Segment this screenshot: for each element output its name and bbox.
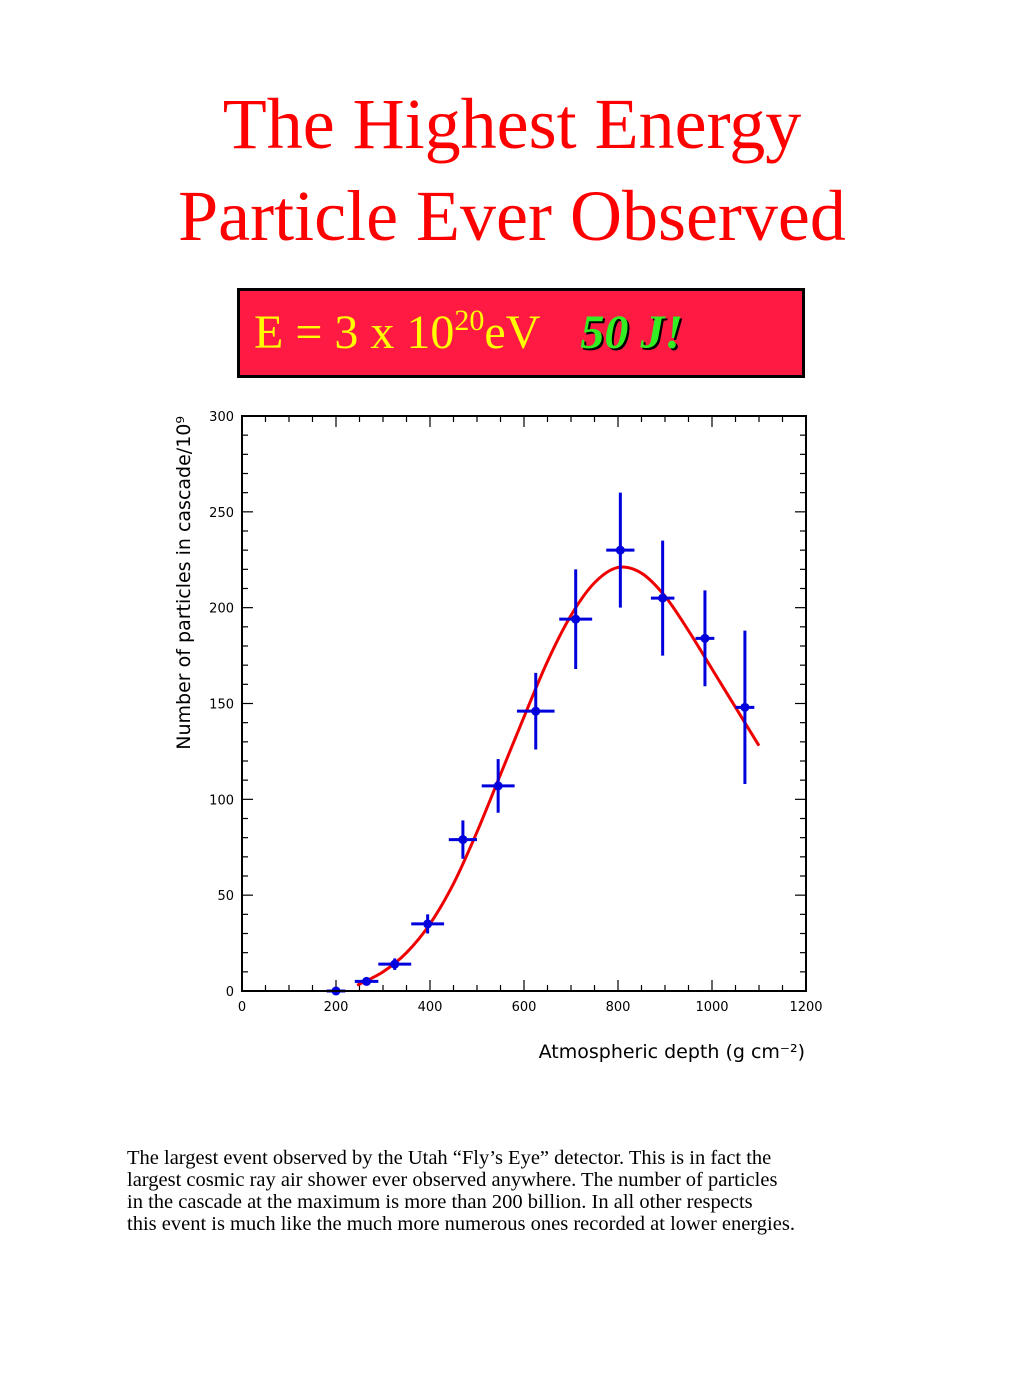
data-point xyxy=(354,976,379,986)
point-marker xyxy=(571,614,581,624)
x-tick-label: 1200 xyxy=(789,1000,822,1015)
caption-line-2: largest cosmic ray air shower ever obser… xyxy=(127,1169,778,1191)
data-point xyxy=(735,630,755,784)
energy-exponent: 20 xyxy=(454,304,485,337)
page-title: The Highest Energy Particle Ever Observe… xyxy=(0,78,1024,262)
data-point xyxy=(481,759,515,813)
point-marker xyxy=(658,593,668,603)
energy-unit: eV xyxy=(484,306,541,359)
energy-joules: 50 J! xyxy=(580,306,684,359)
x-tick-label: 0 xyxy=(238,1000,246,1015)
x-tick-label: 800 xyxy=(606,1000,631,1015)
point-marker xyxy=(700,633,710,643)
point-marker xyxy=(423,919,433,929)
y-tick-label: 200 xyxy=(209,602,234,617)
point-marker xyxy=(531,706,541,716)
shower-profile-chart: 0 200 400 600 800 1000 1200050100150200250300 … xyxy=(173,410,823,1063)
y-tick-label: 150 xyxy=(209,698,234,713)
y-tick-label: 100 xyxy=(209,793,234,808)
y-tick-label: 0 xyxy=(226,985,234,1000)
caption-line-1: The largest event observed by the Utah “… xyxy=(127,1147,772,1169)
figure-caption: The largest event observed by the Utah “… xyxy=(127,1147,927,1235)
point-marker xyxy=(390,959,400,969)
x-tick-label: 200 xyxy=(324,1000,349,1015)
point-marker xyxy=(615,545,625,555)
point-marker xyxy=(740,702,750,712)
energy-prefix: E = 3 x 10 xyxy=(254,306,455,359)
title-line-1: The Highest Energy xyxy=(222,84,802,164)
tick-labels: 0 200 400 600 800 1000 1200 0 50 100 150 200 250 300 xyxy=(209,410,822,1015)
x-tick-label: 400 xyxy=(418,1000,443,1015)
caption-line-3: in the cascade at the maximum is more th… xyxy=(127,1191,753,1213)
x-axis-label: Atmospheric depth (g cm⁻²) xyxy=(539,1041,805,1063)
y-tick-label: 50 xyxy=(217,889,234,904)
caption-line-4: this event is much like the much more nu… xyxy=(127,1213,795,1235)
x-tick-label: 600 xyxy=(512,1000,537,1015)
x-tick-label: 1000 xyxy=(695,1000,728,1015)
data-point xyxy=(516,672,555,750)
point-marker xyxy=(493,781,503,791)
energy-box: E = 3 x 1020eV 50 J! xyxy=(237,288,805,378)
title-line-2: Particle Ever Observed xyxy=(178,176,846,256)
data-point xyxy=(378,958,412,970)
axis-ticks xyxy=(241,415,807,992)
plot-frame xyxy=(241,415,807,992)
data-points-layer xyxy=(326,492,755,996)
data-point xyxy=(559,569,593,669)
data-point xyxy=(448,820,477,859)
data-point xyxy=(411,914,445,934)
point-marker xyxy=(458,835,468,845)
data-point xyxy=(695,590,715,687)
data-point xyxy=(606,492,635,608)
point-marker xyxy=(362,976,372,986)
data-point xyxy=(650,540,675,656)
y-tick-label: 300 xyxy=(209,410,234,425)
y-axis-label: Number of particles in cascade/10⁹ xyxy=(173,416,195,750)
y-tick-label: 250 xyxy=(209,506,234,521)
